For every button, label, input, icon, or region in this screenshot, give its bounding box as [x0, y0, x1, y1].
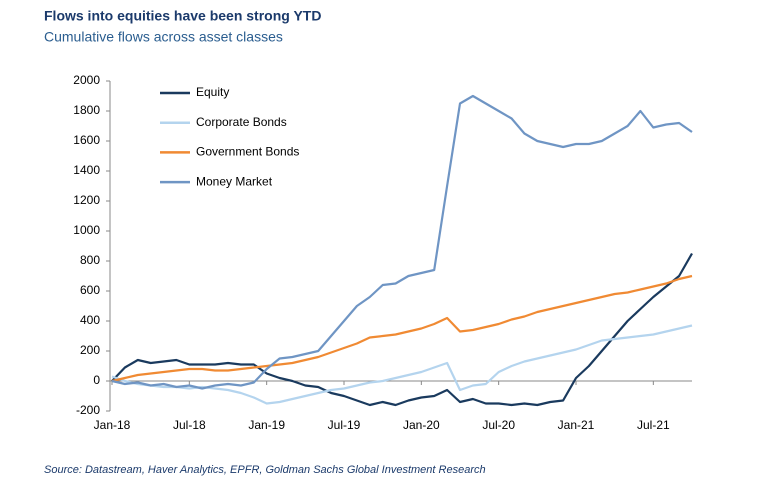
y-tick-label: 1200 [73, 193, 100, 207]
y-tick-label: 1000 [73, 223, 100, 237]
x-tick-label: Jul-18 [173, 418, 206, 432]
legend-label: Corporate Bonds [196, 115, 287, 129]
y-tick-label: 1800 [73, 103, 100, 117]
legend-label: Money Market [196, 174, 273, 188]
y-tick-label: 0 [93, 373, 100, 387]
x-tick-label: Jan-18 [94, 418, 131, 432]
y-tick-label: 1600 [73, 133, 100, 147]
chart-subtitle: Cumulative flows across asset classes [44, 29, 283, 45]
x-tick-label: Jul-21 [637, 418, 670, 432]
series-line [111, 252, 693, 407]
legend-label: Equity [196, 85, 229, 99]
y-tick-label: 200 [80, 343, 100, 357]
y-tick-label: 400 [80, 313, 100, 327]
x-tick-label: Jul-19 [328, 418, 361, 432]
x-tick-label: Jan-19 [248, 418, 285, 432]
y-tick-label: 1400 [73, 163, 100, 177]
legend-label: Government Bonds [196, 145, 299, 159]
x-tick-label: Jan-20 [403, 418, 440, 432]
series-line [111, 94, 693, 390]
y-tick-label: 800 [80, 253, 100, 267]
chart-title: Flows into equities have been strong YTD [44, 8, 321, 24]
y-tick-label: 2000 [73, 73, 100, 87]
y-tick-label: -200 [76, 403, 100, 417]
y-tick-label: 600 [80, 283, 100, 297]
series-line [111, 274, 693, 383]
x-tick-label: Jul-20 [482, 418, 515, 432]
source-note: Source: Datastream, Haver Analytics, EPF… [44, 464, 486, 476]
x-tick-label: Jan-21 [558, 418, 595, 432]
